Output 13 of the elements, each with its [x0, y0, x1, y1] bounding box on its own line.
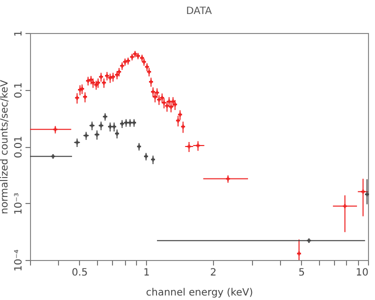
x-tick-label: 5: [298, 268, 305, 278]
y-tick-label: 0.1: [14, 82, 24, 98]
x-tick-label: 1: [143, 268, 150, 278]
y-tick-label: 10⁻⁴: [14, 249, 24, 272]
y-axis-title: normalized counts/sec/keV: [0, 80, 10, 214]
x-axis-title: channel energy (keV): [146, 288, 254, 298]
chart-title: DATA: [186, 6, 212, 17]
x-tick-label: 2: [210, 268, 217, 278]
x-tick-label: 0.5: [72, 268, 88, 278]
x-tick-label: 10: [356, 268, 368, 278]
y-tick-label: 0.01: [14, 136, 24, 158]
y-tick-label: 1: [14, 30, 24, 37]
y-tick-label: 10⁻³: [14, 192, 24, 215]
